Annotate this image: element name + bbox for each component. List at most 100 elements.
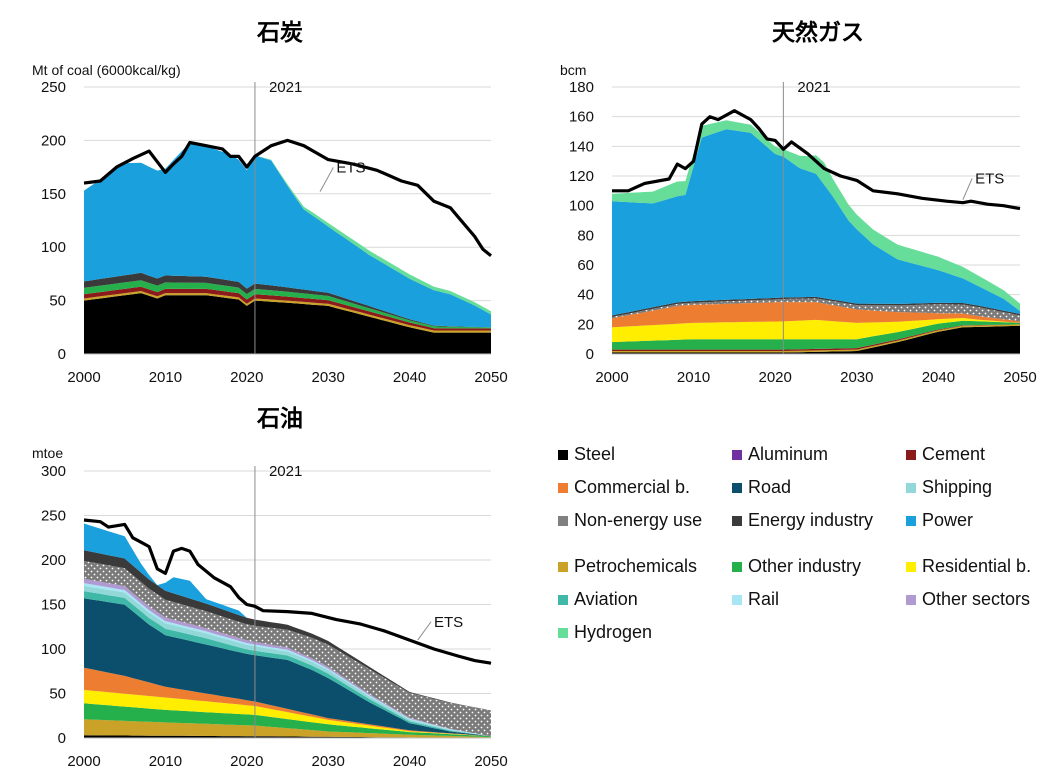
coal-y-tick-label: 50 — [49, 293, 66, 310]
oil-ets-leader — [417, 621, 432, 641]
coal-ets-line — [83, 138, 492, 257]
coal-y-tick-label: 100 — [41, 239, 66, 256]
legend-swatch-steel — [558, 449, 568, 460]
oil-x-tick-label: 2050 — [474, 753, 507, 770]
legend-label-power: Power — [922, 510, 974, 530]
coal-area-energyind — [84, 272, 491, 328]
legend-swatch-aviation — [558, 594, 568, 605]
legend-item-other-sectors: Other sectors — [906, 589, 1030, 610]
legend-item-non-energy-use: Non-energy use — [558, 510, 702, 531]
legend-label-cement: Cement — [922, 444, 986, 464]
legend-swatch-power — [906, 515, 916, 526]
coal-year-marker-label: 2021 — [269, 79, 302, 96]
gas-x-tick-label: 2020 — [759, 369, 792, 386]
legend-label-steel: Steel — [574, 444, 616, 464]
oil-area-nonenergy — [84, 560, 491, 737]
oil-area-power — [84, 523, 491, 711]
gas-area-commercial — [612, 302, 1020, 328]
oil-chart-title: 石油 — [256, 405, 303, 431]
gas-area-hydrogen — [612, 120, 1020, 311]
oil-x-tick-label: 2020 — [230, 753, 263, 770]
legend-item-other-industry: Other industry — [732, 556, 861, 577]
legend-label-other-sectors: Other sectors — [922, 589, 1031, 609]
legend-label-other-industry: Other industry — [748, 556, 862, 576]
gas-x-tick-label: 2000 — [595, 369, 628, 386]
oil-y-tick-label: 250 — [41, 508, 66, 525]
gas-ets-leader — [962, 178, 973, 200]
coal-x-tick-label: 2020 — [230, 369, 263, 386]
legend-item-rail: Rail — [732, 589, 779, 610]
oil-x-tick-label: 2030 — [312, 753, 345, 770]
coal-y-tick-label: 250 — [41, 79, 66, 96]
oil-area-residential — [84, 689, 491, 737]
legend-item-power: Power — [906, 510, 973, 531]
legend-label-petrochemicals: Petrochemicals — [574, 556, 698, 576]
coal-x-tick-label: 2030 — [312, 369, 345, 386]
legend-item-energy-industry: Energy industry — [732, 510, 873, 531]
gas-x-tick-label: 2010 — [677, 369, 710, 386]
oil-x-tick-label: 2010 — [149, 753, 182, 770]
oil-area-petrochem — [84, 719, 491, 738]
legend-swatch-petrochemicals — [558, 561, 568, 572]
coal-area-steel — [84, 293, 491, 354]
legend-item-residential: Residential b. — [906, 556, 1031, 577]
legend-swatch-residential — [906, 561, 916, 572]
gas-area-power — [612, 129, 1020, 316]
gas-y-tick-label: 80 — [577, 227, 594, 244]
oil-y-tick-label: 50 — [49, 686, 66, 703]
legend-item-aviation: Aviation — [558, 589, 638, 610]
legend-swatch-hydrogen — [558, 627, 568, 638]
legend-swatch-shipping — [906, 482, 916, 493]
gas-ets-label: ETS — [975, 170, 1004, 187]
gas-chart-title: 天然ガス — [772, 19, 864, 45]
legend-label-road: Road — [748, 477, 792, 497]
coal-y-tick-label: 0 — [58, 346, 66, 363]
legend-item-steel: Steel — [558, 444, 615, 465]
gas-area-nonenergy — [612, 298, 1020, 322]
gas-y-tick-label: 180 — [569, 79, 594, 96]
legend-swatch-road — [732, 482, 742, 493]
coal-x-tick-label: 2000 — [67, 369, 100, 386]
legend-swatch-other-sectors — [906, 594, 916, 605]
oil-y-unit: mtoe — [32, 445, 63, 461]
gas-x-tick-label: 2050 — [1003, 369, 1036, 386]
coal-area-otherind — [84, 280, 491, 329]
oil-ets-label: ETS — [434, 614, 463, 631]
coal-y-tick-label: 200 — [41, 132, 66, 149]
gas-x-tick-label: 2040 — [922, 369, 955, 386]
legend-label-non-energy-use: Non-energy use — [574, 510, 703, 530]
coal-chart-title: 石炭 — [256, 19, 303, 45]
legend-label-aviation: Aviation — [574, 589, 638, 609]
oil-area-energyind — [84, 550, 491, 711]
coal-x-tick-label: 2010 — [149, 369, 182, 386]
legend-item-road: Road — [732, 477, 791, 498]
legend-label-residential: Residential b. — [922, 556, 1032, 576]
gas-ets-line — [612, 109, 1021, 211]
legend-label-shipping: Shipping — [922, 477, 993, 497]
legend-swatch-other-industry — [732, 561, 742, 572]
coal-x-tick-label: 2050 — [474, 369, 507, 386]
legend-swatch-aluminum — [732, 449, 742, 460]
coal-area-petrochem — [84, 291, 491, 333]
gas-area-steel — [612, 325, 1020, 354]
gas-area-residential — [612, 318, 1020, 343]
gas-y-tick-label: 160 — [569, 109, 594, 126]
oil-chart: 石油 mtoe 0 50 100 150 200 250 300 2000 2010 2020 20… — [32, 405, 508, 770]
legend-swatch-rail — [732, 594, 742, 605]
gas-y-tick-label: 120 — [569, 168, 594, 185]
legend-item-petrochemicals: Petrochemicals — [558, 556, 697, 577]
legend-item-aluminum: Aluminum — [732, 444, 828, 465]
coal-ets-leader — [319, 167, 334, 192]
gas-y-tick-label: 20 — [577, 316, 594, 333]
oil-area-steel — [84, 735, 491, 738]
oil-y-tick-label: 0 — [58, 730, 66, 747]
legend-label-rail: Rail — [748, 589, 780, 609]
coal-x-tick-label: 2040 — [393, 369, 426, 386]
gas-y-tick-label: 0 — [586, 346, 594, 363]
gas-y-tick-label: 140 — [569, 138, 594, 155]
legend-label-hydrogen: Hydrogen — [574, 622, 653, 642]
oil-area-otherind — [84, 703, 491, 738]
legend-item-commercial: Commercial b. — [558, 477, 690, 498]
oil-year-marker-label: 2021 — [269, 463, 302, 480]
